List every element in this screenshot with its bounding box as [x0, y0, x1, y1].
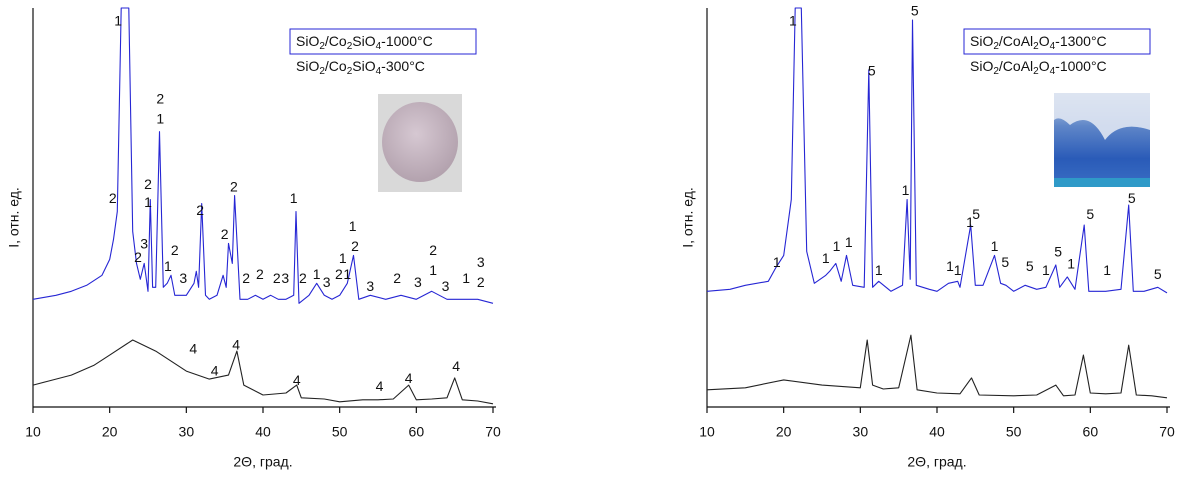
- x-tick-label: 50: [332, 424, 348, 440]
- peak-label: 5: [972, 206, 980, 222]
- peak-label: 5: [1054, 244, 1062, 260]
- peak-label: 3: [366, 278, 374, 294]
- peak-label: 2: [256, 266, 264, 282]
- peak-label: 1: [339, 250, 347, 266]
- peak-label: 1: [462, 270, 470, 286]
- peak-label: 5: [1026, 258, 1034, 274]
- peak-label: 1: [822, 250, 830, 266]
- peak-label: 1: [773, 254, 781, 270]
- peak-label: 3: [414, 274, 422, 290]
- x-tick-label: 30: [179, 424, 195, 440]
- peak-label: 4: [189, 341, 197, 357]
- x-tick-label: 10: [699, 424, 715, 440]
- spectrum-line: [706, 334, 1168, 399]
- spectrum-line: [32, 7, 494, 304]
- peak-label: 1: [954, 262, 962, 278]
- legend-entry: SiO2/CoAl2O4-1000°C: [970, 58, 1107, 77]
- peak-label: 2: [230, 178, 238, 194]
- peak-label: 2: [109, 190, 117, 206]
- x-tick-label: 40: [255, 424, 271, 440]
- legend-entry: SiO2/Co2SiO4-1000°C: [296, 33, 433, 52]
- peak-label: 2: [299, 270, 307, 286]
- x-tick-label: 70: [485, 424, 501, 440]
- peak-label: 1: [902, 182, 910, 198]
- peak-label: 3: [477, 254, 485, 270]
- x-tick-label: 60: [409, 424, 425, 440]
- peak-label: 5: [911, 3, 919, 19]
- peak-label: 1: [156, 110, 164, 126]
- y-axis-label: I, отн. ед.: [6, 187, 22, 248]
- peak-label: 1: [946, 258, 954, 274]
- peak-label: 2: [144, 176, 152, 192]
- legend-entry: SiO2/CoAl2O4-1300°C: [970, 33, 1107, 52]
- peak-label: 1: [845, 234, 853, 250]
- peak-label: 2: [134, 249, 142, 265]
- legend-box: [963, 28, 1151, 55]
- spectrum-line: [32, 339, 494, 405]
- x-tick-label: 50: [1006, 424, 1022, 440]
- x-tick-label: 10: [25, 424, 41, 440]
- peak-label: 2: [335, 266, 343, 282]
- peak-label: 1: [114, 13, 122, 29]
- sample-photo: [1054, 93, 1150, 187]
- x-tick-label: 20: [102, 424, 118, 440]
- peak-label: 3: [442, 278, 450, 294]
- peak-label: 4: [232, 337, 240, 353]
- peak-label: 1: [991, 238, 999, 254]
- sample-photo: [378, 94, 462, 192]
- peak-label: 2: [393, 270, 401, 286]
- peak-label: 2: [477, 274, 485, 290]
- peak-label: 4: [376, 378, 384, 394]
- peak-label: 1: [966, 214, 974, 230]
- peak-label: 5: [1154, 266, 1162, 282]
- peak-label: 5: [1001, 254, 1009, 270]
- peak-label: 1: [833, 238, 841, 254]
- peak-label: 1: [789, 13, 797, 29]
- peak-label: 3: [179, 270, 187, 286]
- peak-label: 1: [429, 262, 437, 278]
- peak-label: 4: [293, 372, 301, 388]
- legend-entry: SiO2/Co2SiO4-300°C: [296, 58, 425, 77]
- peak-label: 1: [144, 194, 152, 210]
- x-tick-label: 60: [1083, 424, 1099, 440]
- peak-label: 1: [1042, 262, 1050, 278]
- x-tick-label: 70: [1159, 424, 1175, 440]
- peak-label: 1: [343, 266, 351, 282]
- peak-label: 1: [313, 266, 321, 282]
- x-tick-label: 40: [929, 424, 945, 440]
- peak-label: 3: [140, 236, 148, 252]
- peak-label: 4: [452, 358, 460, 374]
- peak-label: 2: [351, 238, 359, 254]
- peak-label: 1: [875, 262, 883, 278]
- peak-label: 2: [273, 270, 281, 286]
- peak-label: 1: [1103, 262, 1111, 278]
- peak-label: 2: [242, 270, 250, 286]
- x-axis-label: 2Θ, град.: [233, 454, 292, 470]
- peak-label: 5: [868, 63, 876, 79]
- spectrum-line: [706, 7, 1168, 294]
- peak-label: 3: [323, 274, 331, 290]
- legend-box: [289, 28, 477, 55]
- peak-label: 1: [1067, 256, 1075, 272]
- peak-label: 2: [221, 226, 229, 242]
- peak-label: 1: [164, 258, 172, 274]
- peak-label: 5: [1128, 190, 1136, 206]
- peak-label: 4: [211, 363, 219, 379]
- peak-label: 3: [281, 270, 289, 286]
- y-axis-label: I, отн. ед.: [680, 187, 696, 248]
- peak-label: 5: [1086, 206, 1094, 222]
- x-axis-label: 2Θ, град.: [907, 454, 966, 470]
- peak-label: 1: [290, 190, 298, 206]
- x-tick-label: 30: [853, 424, 869, 440]
- peak-label: 2: [171, 242, 179, 258]
- x-tick-label: 20: [776, 424, 792, 440]
- peak-label: 2: [156, 90, 164, 106]
- peak-label: 2: [429, 242, 437, 258]
- peak-label: 4: [405, 370, 413, 386]
- peak-label: 1: [349, 218, 357, 234]
- peak-label: 2: [196, 202, 204, 218]
